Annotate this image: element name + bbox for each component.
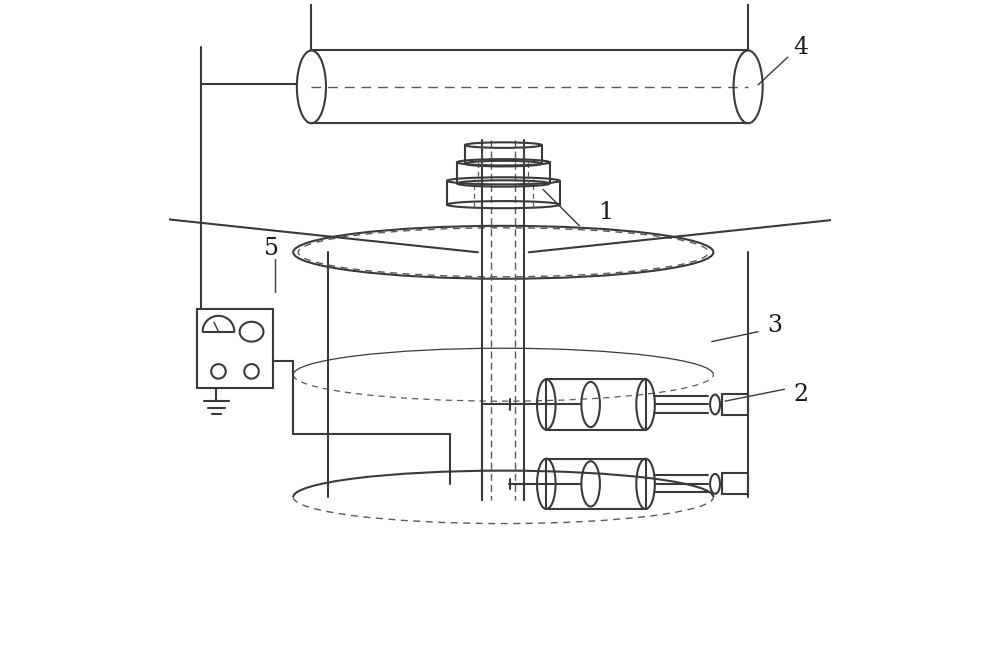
Text: 4: 4 — [793, 36, 809, 59]
Bar — [546, 459, 646, 509]
Text: 3: 3 — [767, 314, 782, 336]
Bar — [197, 308, 273, 388]
Bar — [722, 394, 748, 415]
Text: 1: 1 — [598, 201, 613, 224]
Bar — [722, 473, 748, 494]
Bar — [546, 379, 646, 429]
Text: 5: 5 — [264, 237, 279, 261]
Text: 2: 2 — [793, 383, 809, 406]
